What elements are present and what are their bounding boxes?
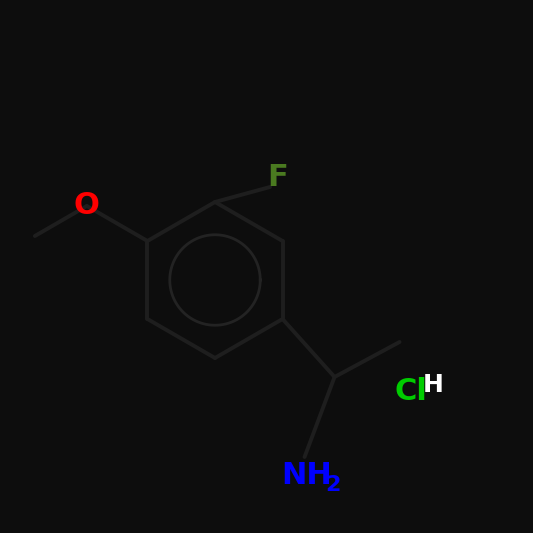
Text: O: O xyxy=(74,191,100,221)
Text: Cl: Cl xyxy=(394,377,427,407)
Text: F: F xyxy=(268,163,288,191)
Text: 2: 2 xyxy=(325,475,340,495)
Text: NH: NH xyxy=(281,461,332,489)
Text: H: H xyxy=(423,373,443,397)
